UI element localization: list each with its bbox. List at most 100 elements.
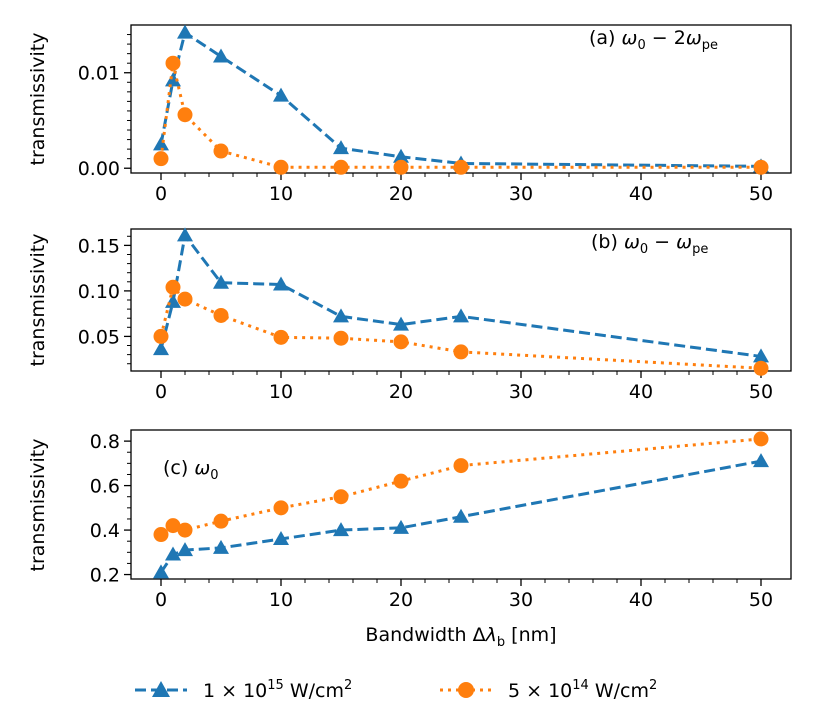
y-tick-label: 0.2 — [90, 565, 120, 587]
data-point-triangle — [153, 341, 169, 356]
data-point-circle — [213, 307, 229, 323]
data-point-triangle — [453, 308, 469, 323]
data-point-triangle — [273, 276, 289, 291]
x-tick-label: 10 — [269, 183, 293, 205]
y-tick-label: 0.8 — [90, 431, 120, 453]
data-point-circle — [213, 143, 229, 159]
data-point-circle — [453, 344, 469, 360]
legend-entry-series1: 1 × 1015 W/cm2 — [135, 678, 352, 702]
data-point-circle — [453, 458, 469, 474]
x-axis-title: Bandwidth Δλb [nm] — [365, 624, 556, 650]
series-line-2 — [160, 437, 762, 536]
x-tick-label: 30 — [509, 589, 533, 611]
x-tick-label: 40 — [629, 381, 653, 403]
data-point-circle — [177, 522, 193, 538]
y-tick-label: 0.6 — [90, 476, 120, 498]
data-point-triangle — [213, 274, 229, 289]
data-point-circle — [753, 360, 769, 376]
legend-marker-triangle — [152, 681, 170, 697]
data-point-triangle — [153, 136, 169, 151]
panel-c: 0 10 20 30 40 50 0.2 0.4 0.6 0.8 transmissivity (… — [27, 429, 792, 650]
x-tick-label: 10 — [269, 589, 293, 611]
data-point-circle — [393, 334, 409, 350]
x-tick-label: 50 — [749, 381, 773, 403]
data-point-circle — [153, 151, 169, 167]
data-point-triangle — [393, 316, 409, 331]
x-tick-label: 30 — [509, 183, 533, 205]
series-line-2 — [159, 62, 761, 169]
panel-c-ylabel: transmissivity — [27, 439, 49, 572]
panel-b-ylabel: transmissivity — [27, 234, 49, 367]
data-point-triangle — [393, 148, 409, 163]
y-tick-label: 0.4 — [90, 520, 120, 542]
data-point-circle — [165, 279, 181, 295]
data-point-triangle — [333, 308, 349, 323]
data-point-circle — [177, 107, 193, 123]
series-line-1 — [159, 231, 762, 358]
x-tick-label: 40 — [629, 589, 653, 611]
x-tick-label: 40 — [629, 183, 653, 205]
data-point-circle — [153, 527, 169, 543]
data-point-circle — [453, 159, 469, 175]
data-point-circle — [273, 500, 289, 516]
data-point-circle — [753, 159, 769, 175]
data-point-triangle — [453, 508, 469, 523]
data-point-circle — [273, 159, 289, 175]
panel-a-ticks: 0 10 20 30 40 50 0.00 0.01 — [78, 34, 773, 205]
data-point-triangle — [153, 564, 169, 579]
data-point-circle — [273, 329, 289, 345]
data-point-circle — [153, 328, 169, 344]
x-tick-label: 10 — [269, 381, 293, 403]
data-point-triangle — [393, 519, 409, 534]
legend-entry-series2: 5 × 1014 W/cm2 — [440, 678, 657, 702]
panel-b-ticks: 0 10 20 30 40 50 0.05 0.10 0.15 — [78, 235, 773, 403]
y-tick-label: 0.00 — [78, 158, 120, 180]
data-point-circle — [393, 473, 409, 489]
panel-a-ylabel: transmissivity — [27, 33, 49, 166]
panel-a-annotation: (a) ω0 − 2ωpe — [589, 27, 718, 53]
legend-label-series1: 1 × 1015 W/cm2 — [203, 678, 352, 702]
panel-b: 0 10 20 30 40 50 0.05 0.10 0.15 transmissivity (… — [27, 227, 792, 403]
panel-a: 0 10 20 30 40 50 0.00 0.01 transmissivity (a) ω… — [27, 24, 792, 205]
panel-c-series — [153, 431, 769, 579]
x-tick-label: 30 — [509, 381, 533, 403]
data-point-circle — [393, 159, 409, 175]
data-point-triangle — [273, 87, 289, 102]
x-tick-label: 20 — [389, 381, 413, 403]
data-point-circle — [165, 518, 181, 534]
legend-label-series2: 5 × 1014 W/cm2 — [508, 678, 657, 702]
data-point-circle — [177, 291, 193, 307]
x-tick-label: 50 — [749, 183, 773, 205]
x-tick-label: 0 — [155, 381, 167, 403]
series-line-1 — [159, 30, 762, 168]
legend-marker-circle — [458, 682, 474, 698]
x-tick-label: 20 — [389, 183, 413, 205]
data-point-triangle — [333, 522, 349, 537]
data-point-triangle — [177, 24, 193, 39]
data-point-triangle — [753, 453, 769, 468]
x-tick-label: 50 — [749, 589, 773, 611]
data-point-circle — [753, 431, 769, 447]
panel-c-ticks: 0 10 20 30 40 50 0.2 0.4 0.6 0.8 — [90, 431, 773, 611]
data-point-triangle — [213, 539, 229, 554]
data-point-triangle — [753, 348, 769, 363]
y-tick-label: 0.15 — [78, 235, 120, 257]
data-point-circle — [333, 159, 349, 175]
panel-c-frame — [130, 429, 792, 580]
y-tick-label: 0.05 — [78, 326, 120, 348]
panel-b-annotation: (b) ω0 − ωpe — [591, 231, 708, 257]
data-point-triangle — [165, 72, 181, 87]
data-point-triangle — [213, 48, 229, 63]
panel-b-series — [153, 227, 769, 376]
y-tick-label: 0.10 — [78, 281, 120, 303]
data-point-triangle — [177, 542, 193, 557]
y-tick-label: 0.01 — [78, 63, 120, 85]
data-point-circle — [333, 489, 349, 505]
data-point-triangle — [273, 530, 289, 545]
data-point-circle — [213, 513, 229, 529]
x-tick-label: 0 — [155, 589, 167, 611]
x-tick-label: 20 — [389, 589, 413, 611]
data-point-triangle — [333, 140, 349, 155]
legend: 1 × 1015 W/cm2 5 × 1014 W/cm2 — [135, 678, 657, 702]
